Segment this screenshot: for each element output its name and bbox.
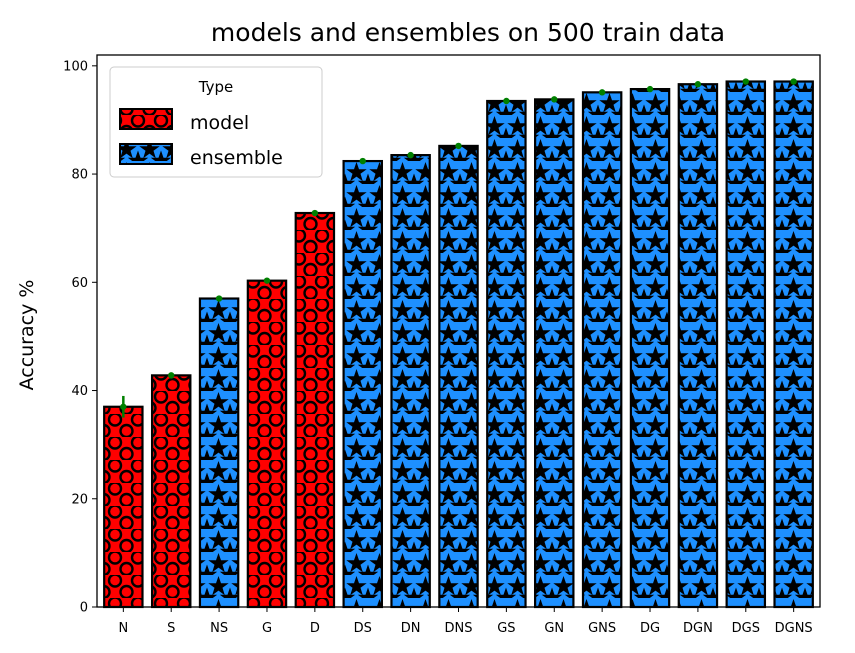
bar-DN bbox=[390, 154, 431, 609]
legend: Type model ensemble bbox=[109, 66, 323, 178]
y-tick-label: 80 bbox=[71, 168, 88, 183]
plot-frame bbox=[96, 54, 821, 608]
bar-N bbox=[103, 405, 144, 609]
legend-label-model: model bbox=[190, 112, 249, 134]
y-tick-label: 0 bbox=[80, 601, 88, 616]
bar-DGN bbox=[677, 83, 719, 609]
bar-D bbox=[294, 211, 336, 609]
mean-point-GNS bbox=[598, 89, 606, 96]
x-tick-label: NS bbox=[210, 621, 228, 636]
bar-GNS bbox=[581, 91, 623, 609]
mean-point-DN bbox=[407, 151, 414, 159]
legend-title: Type bbox=[198, 78, 233, 96]
mean-point-D bbox=[311, 209, 319, 217]
x-tick-label: D bbox=[310, 621, 320, 636]
x-tick-label: S bbox=[167, 621, 175, 636]
legend-swatch-model bbox=[119, 108, 173, 130]
bar-G bbox=[246, 279, 288, 609]
x-tick-label: DNS bbox=[445, 621, 473, 636]
mean-point-GS bbox=[503, 97, 510, 105]
legend-label-ensemble: ensemble bbox=[190, 147, 283, 169]
x-tick-label: DS bbox=[354, 621, 372, 636]
x-tick-label: GNS bbox=[588, 621, 616, 636]
x-tick-label: GS bbox=[497, 621, 515, 636]
bar-DGNS bbox=[773, 80, 814, 609]
x-tick-label: DG bbox=[640, 621, 660, 636]
mean-point-GN bbox=[551, 96, 558, 103]
bar-DS bbox=[342, 159, 383, 609]
mean-point-N bbox=[120, 403, 127, 410]
mean-point-S bbox=[168, 372, 175, 379]
chart-title: models and ensembles on 500 train data bbox=[211, 18, 725, 47]
bar-NS bbox=[198, 297, 240, 609]
legend-swatch-ensemble bbox=[119, 143, 173, 165]
x-tick-label: GN bbox=[544, 621, 564, 636]
bar-DNS bbox=[438, 144, 479, 609]
mean-point-DGN bbox=[694, 81, 702, 88]
x-tick-label: G bbox=[262, 621, 272, 636]
mean-point-DNS bbox=[455, 142, 462, 150]
y-tick-label: 60 bbox=[71, 276, 88, 291]
y-axis-label: Accuracy % bbox=[16, 280, 38, 391]
bar-DGS bbox=[725, 80, 767, 609]
bar-DG bbox=[629, 87, 671, 609]
x-tick-label: DN bbox=[401, 621, 421, 636]
y-tick-label: 20 bbox=[71, 492, 88, 507]
mean-point-G bbox=[263, 277, 271, 284]
x-tick-label: DGS bbox=[732, 621, 760, 636]
x-tick-label: DGN bbox=[683, 621, 713, 636]
x-tick-label: N bbox=[118, 621, 128, 636]
mean-point-DG bbox=[646, 85, 654, 93]
mean-point-DGS bbox=[742, 78, 749, 85]
mean-point-DS bbox=[359, 157, 366, 165]
y-tick-label: 40 bbox=[71, 384, 88, 399]
bar-S bbox=[150, 374, 192, 609]
bar-GN bbox=[534, 98, 575, 609]
mean-point-NS bbox=[215, 295, 223, 302]
x-tick-label: DGNS bbox=[775, 621, 813, 636]
bar-GS bbox=[486, 99, 527, 609]
mean-point-DGNS bbox=[790, 78, 797, 85]
y-tick-label: 100 bbox=[63, 59, 88, 74]
